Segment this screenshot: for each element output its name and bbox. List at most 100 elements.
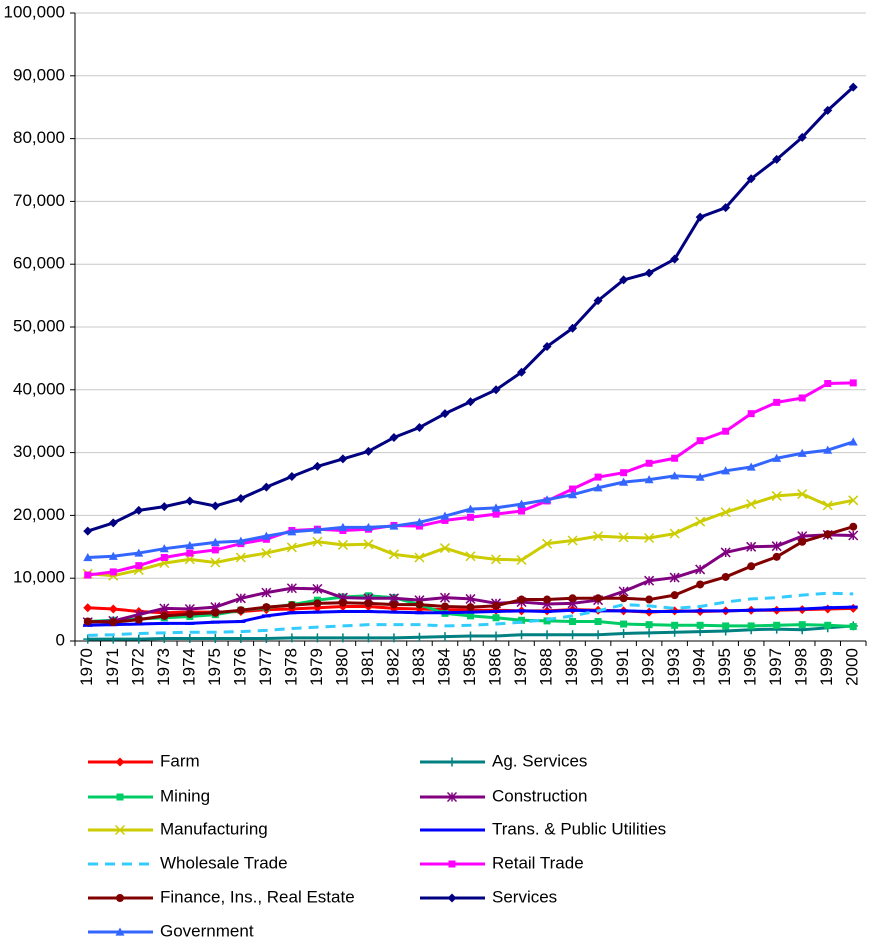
- marker: [771, 541, 782, 552]
- marker: [236, 606, 245, 615]
- marker: [108, 551, 118, 560]
- marker: [797, 448, 807, 457]
- marker: [186, 549, 194, 557]
- marker: [115, 757, 125, 767]
- marker: [135, 562, 143, 570]
- marker: [772, 453, 782, 462]
- legend-item: Finance, Ins., Real Estate: [88, 887, 355, 906]
- marker: [448, 860, 456, 868]
- x-tick-label: 1984: [434, 648, 453, 686]
- marker: [772, 154, 782, 164]
- marker: [116, 793, 124, 801]
- marker: [439, 592, 451, 603]
- marker: [594, 594, 603, 603]
- marker: [210, 501, 220, 511]
- legend-item: Government: [88, 921, 254, 940]
- marker: [210, 557, 221, 568]
- marker: [568, 490, 578, 499]
- y-tick-label: 30,000: [13, 442, 65, 461]
- marker: [746, 541, 757, 552]
- marker: [210, 633, 220, 643]
- marker: [747, 622, 755, 630]
- marker: [593, 531, 604, 542]
- marker: [415, 522, 423, 530]
- marker: [363, 522, 373, 531]
- marker: [211, 546, 219, 554]
- marker: [746, 174, 756, 184]
- marker: [797, 489, 808, 500]
- marker: [116, 894, 124, 902]
- marker: [287, 471, 297, 481]
- marker: [620, 469, 628, 477]
- marker: [211, 608, 220, 617]
- marker: [108, 518, 118, 528]
- marker: [670, 471, 680, 480]
- marker: [696, 580, 705, 589]
- marker: [338, 454, 348, 464]
- marker: [569, 618, 577, 626]
- marker: [542, 630, 552, 640]
- x-tick-label: 1978: [281, 648, 300, 686]
- x-tick-label: 1994: [690, 648, 709, 686]
- marker: [440, 511, 450, 520]
- marker: [447, 893, 457, 903]
- marker: [114, 824, 126, 836]
- marker: [619, 275, 629, 285]
- marker: [160, 553, 168, 561]
- marker: [798, 394, 806, 402]
- marker: [185, 541, 195, 550]
- marker: [771, 490, 782, 501]
- marker: [491, 631, 501, 641]
- legend-item: Trans. & Public Utilities: [420, 819, 666, 838]
- marker: [185, 496, 195, 506]
- marker: [671, 621, 679, 629]
- x-tick-label: 1971: [103, 648, 122, 686]
- marker: [447, 757, 457, 767]
- marker: [644, 268, 654, 278]
- marker: [134, 615, 143, 624]
- x-tick-label: 1997: [766, 648, 785, 686]
- x-tick-label: 1992: [639, 648, 658, 686]
- marker: [109, 568, 117, 576]
- marker: [389, 433, 399, 443]
- marker: [722, 622, 730, 630]
- marker: [134, 548, 144, 557]
- marker: [848, 82, 858, 92]
- marker: [446, 791, 458, 803]
- marker: [287, 601, 296, 610]
- marker: [823, 530, 832, 539]
- marker: [721, 572, 730, 581]
- x-tick-label: 1973: [154, 648, 173, 686]
- marker: [645, 459, 653, 467]
- x-tick-label: 1976: [230, 648, 249, 686]
- x-tick-label: 1970: [77, 648, 96, 686]
- marker: [542, 495, 552, 504]
- marker: [159, 633, 169, 643]
- marker: [594, 473, 602, 481]
- marker: [261, 531, 271, 540]
- marker: [644, 575, 655, 586]
- marker: [440, 632, 450, 642]
- marker: [363, 633, 373, 643]
- x-tick-label: 1974: [179, 648, 198, 686]
- marker: [619, 477, 629, 486]
- marker: [849, 522, 858, 531]
- x-tick-label: 1987: [511, 648, 530, 686]
- x-tick-label: 1981: [358, 648, 377, 686]
- marker: [159, 544, 169, 553]
- marker: [568, 594, 577, 603]
- marker: [491, 385, 501, 395]
- x-tick-label: 1980: [332, 648, 351, 686]
- marker: [670, 254, 680, 264]
- marker: [467, 612, 474, 620]
- marker: [542, 538, 553, 549]
- marker: [669, 528, 680, 539]
- marker: [467, 513, 474, 521]
- marker: [338, 633, 348, 643]
- marker: [517, 499, 527, 508]
- marker: [236, 493, 246, 503]
- y-tick-label: 10,000: [13, 568, 65, 587]
- marker: [159, 502, 169, 512]
- marker: [695, 212, 705, 222]
